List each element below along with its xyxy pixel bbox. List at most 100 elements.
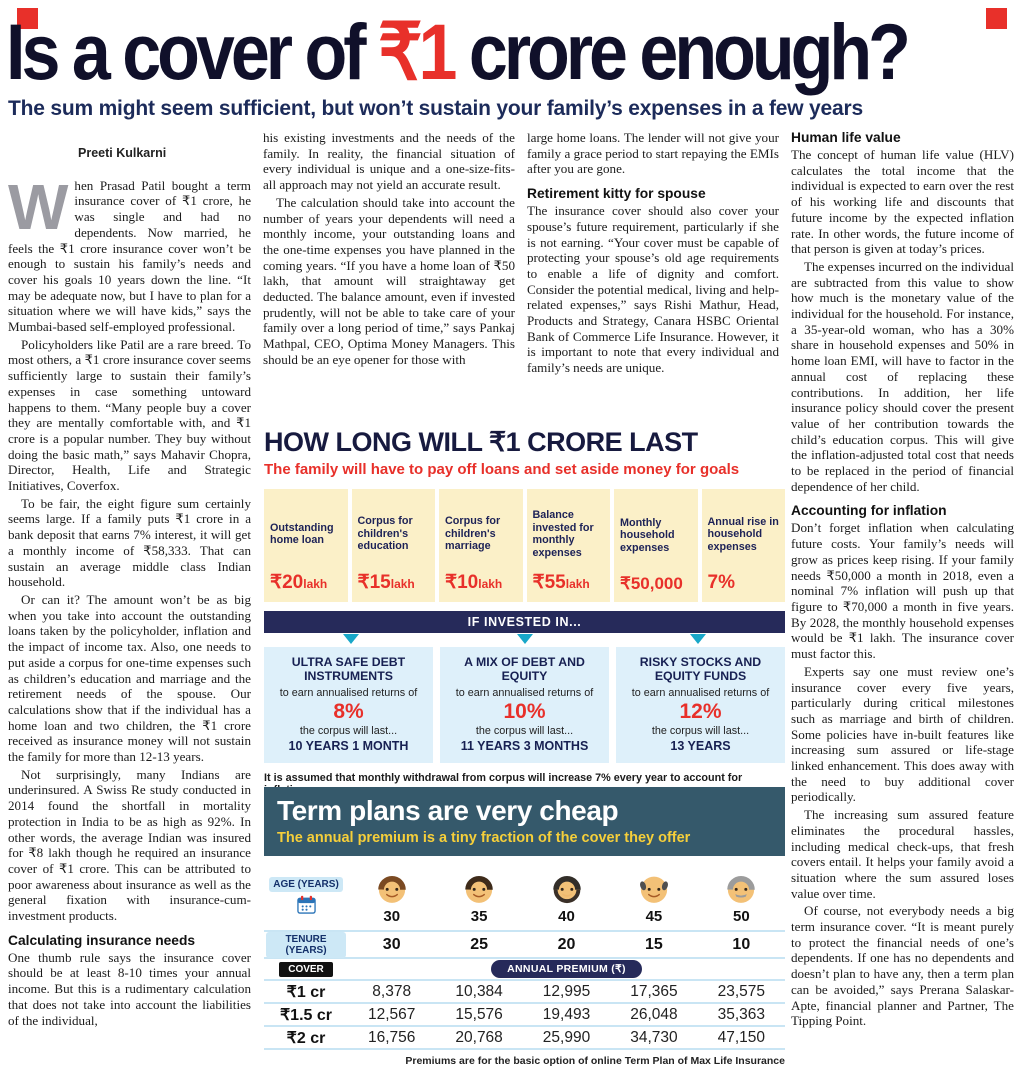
premium-table: AGE (YEARS) [264,860,785,1050]
box-amount: ₹55 [532,572,566,593]
option-risky-stocks: RISKY STOCKS AND EQUITY FUNDS to earn an… [616,647,785,763]
paragraph: Or can it? The amount won’t be as big wh… [8,591,251,765]
option-last-pre: the corpus will last... [475,725,574,737]
assumption-box-monthly-expenses: Monthly household expenses ₹50,000 [614,489,698,602]
box-value: ₹55lakh [533,571,605,594]
table-row-2cr: ₹2 cr 16,756 20,768 25,990 34,730 47,150 [264,1027,785,1050]
annual-premium-label: ANNUAL PREMIUM (₹) [491,960,642,978]
premium-value: 15,576 [455,1005,503,1023]
option-returns-pre: to earn annualised returns of [455,687,594,699]
age-value: 40 [558,907,575,925]
headline-post: crore enough? [453,8,911,96]
age-value: 30 [383,907,401,925]
assumption-box-education: Corpus for children's education ₹15lakh [351,489,435,602]
age-label-cell: AGE (YEARS) [264,874,348,917]
premium-value: 25,990 [542,1028,591,1046]
box-label: Corpus for children's marriage [445,515,501,553]
premium-value: 19,493 [542,1005,591,1023]
infographic-title: HOW LONG WILL ₹1 CRORE LAST [264,427,698,457]
paragraph: To be fair, the eight figure sum certain… [8,495,251,590]
option-name: RISKY STOCKS AND EQUITY FUNDS [639,655,762,683]
paragraph: The calculation should take into account… [263,194,515,367]
section-heading-retirement-kitty: Retirement kitty for spouse [527,186,706,202]
premium-value: 10,384 [455,982,503,1000]
arrow-slot [438,634,612,647]
calendar-icon [296,895,316,914]
paragraph-text: hen Prasad Patil bought a term insurance… [8,177,251,335]
term-plans-title: Term plans are very cheap [277,795,619,826]
section-heading-accounting-inflation: Accounting for inflation [791,503,947,519]
cover-value: ₹1.5 cr [280,1006,332,1024]
headline-amount: ₹1 [377,8,457,96]
cover-label-cell: COVER [264,959,348,980]
paragraph: The concept of human life value (HLV) ca… [791,147,1014,257]
cover-value: ₹1 cr [286,983,326,1001]
cover-label: COVER [279,961,333,977]
table-row-premium-header: COVER ANNUAL PREMIUM (₹) [264,959,785,981]
term-plans-infographic: Term plans are very cheap The annual pre… [264,787,785,1067]
term-plans-footnote: Premiums are for the basic option of onl… [405,1055,785,1067]
box-amount: ₹50,000 [620,574,683,593]
box-value: ₹20lakh [270,571,342,594]
table-row-tenure: TENURE (YEARS) 30 25 20 15 10 [264,929,785,961]
option-return-pct: 8% [333,700,364,723]
premium-value: 8,378 [372,982,412,1000]
box-amount: ₹20 [270,572,304,593]
option-name: A MIX OF DEBT AND EQUITY [464,655,585,683]
infographic-subtitle: The family will have to pay off loans an… [264,461,740,478]
premium-value: 34,730 [630,1028,678,1046]
option-duration: 10 YEARS 1 MONTH [288,739,409,753]
section-heading-calculating-needs: Calculating insurance needs [8,932,196,948]
age-cell: 35 [435,867,522,924]
paragraph: One thumb rule says the insurance cover … [8,949,251,1028]
investment-options: ULTRA SAFE DEBT INSTRUMENTS to earn annu… [264,647,785,763]
avatar-man-age-35-icon [465,875,493,904]
tenure-value: 15 [645,935,663,953]
paragraph: The insurance cover should also cover yo… [527,203,779,376]
box-amount: 7% [707,572,735,593]
dropcap: W [8,170,69,243]
box-value: 7% [708,572,780,594]
box-amount: ₹15 [357,572,391,593]
arrow-slot [264,634,438,647]
age-cell: 30 [348,867,435,924]
paragraph: Policyholders like Patil are a rare bree… [8,336,251,494]
premium-value: 20,768 [455,1028,503,1046]
option-returns-pre: to earn annualised returns of [279,687,418,699]
box-label: Corpus for children's education [357,515,413,553]
tenure-value: 30 [382,935,401,953]
box-amount: ₹10 [445,572,479,593]
box-value: ₹10lakh [445,571,517,594]
table-row-age: AGE (YEARS) [264,860,785,932]
box-label: Annual rise in household expenses [707,515,779,553]
arrow-down-icon [690,634,707,644]
tenure-value: 20 [557,935,576,953]
option-return-pct: 10% [503,700,546,723]
paragraph: Don’t forget inflation when calculating … [791,520,1014,662]
arrow-down-icon [516,634,533,644]
premium-value: 47,150 [717,1028,766,1046]
tenure-value: 10 [732,935,751,953]
article-column-4: Human life value The concept of human li… [791,130,1014,1075]
premium-value: 26,048 [630,1005,678,1023]
headline: Is a cover of ₹1 crore enough? [6,6,1018,98]
paragraph: large home loans. The lender will not gi… [527,130,779,177]
age-value: 35 [470,907,488,925]
age-value: 45 [645,907,663,925]
avatar-man-age-45-icon [639,876,668,903]
assumption-box-balance-invested: Balance invested for monthly expenses ₹5… [526,489,610,602]
paragraph: his existing investments and the needs o… [263,130,515,193]
option-duration: 11 YEARS 3 MONTHS [460,739,589,753]
term-plans-header: Term plans are very cheap The annual pre… [264,787,785,856]
tenure-label-cell: TENURE (YEARS) [264,929,348,961]
premium-value: 23,575 [717,982,766,1000]
premium-value: 35,363 [717,1005,766,1023]
box-unit: lakh [565,577,590,591]
section-heading-human-life-value: Human life value [791,130,901,145]
avatar-man-age-30-icon [377,875,406,904]
avatar-man-age-40-icon [552,875,581,904]
paragraph: The expenses incurred on the individual … [791,258,1014,494]
premium-value: 16,756 [367,1028,416,1046]
paragraph: The increasing sum assured feature elimi… [791,807,1014,901]
